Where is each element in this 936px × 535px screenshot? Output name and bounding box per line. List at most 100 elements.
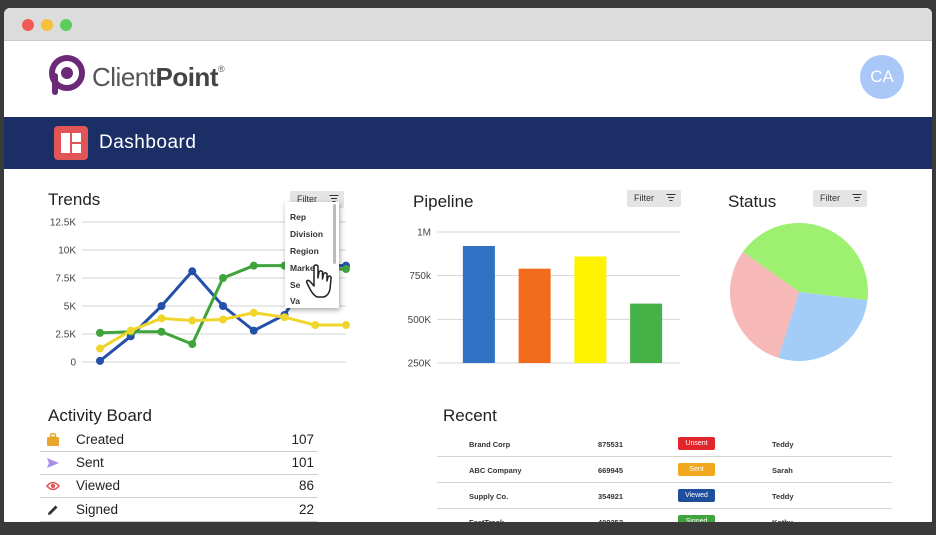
trends-title: Trends	[48, 190, 101, 209]
filter-icon	[852, 194, 861, 202]
pie-slice	[742, 223, 868, 301]
dashboard-grid-icon	[54, 126, 88, 160]
window-frame-bottom	[0, 522, 936, 529]
dropdown-item-market[interactable]: Market	[290, 263, 318, 273]
close-window-button[interactable]	[22, 19, 34, 31]
y-tick-label: 5K	[64, 302, 77, 313]
bar	[462, 245, 495, 363]
briefcase-icon	[47, 433, 59, 446]
clientpoint-logo-icon	[49, 55, 85, 95]
filter-label: Filter	[820, 193, 840, 203]
status-badge: Viewed	[678, 489, 715, 502]
data-point	[157, 302, 166, 310]
recent-row[interactable]: Supply Co. 354921 Viewed Teddy	[437, 483, 892, 509]
y-tick-label: 250K	[408, 359, 432, 370]
dropdown-item-rep[interactable]: Rep	[290, 212, 307, 222]
dropdown-scrollbar[interactable]	[333, 204, 336, 264]
recent-row[interactable]: ABC Company 669945 Sent Sarah	[437, 457, 892, 483]
y-tick-label: 2.5K	[55, 330, 76, 341]
data-point	[249, 308, 258, 317]
recent-row[interactable]: Brand Corp 875531 Unsent Teddy	[437, 431, 892, 457]
activity-row-viewed[interactable]: Viewed 86	[40, 476, 318, 498]
y-tick-label: 12.5K	[50, 218, 76, 229]
app-header: ClientPoint® CA	[4, 41, 932, 117]
recent-owner: Teddy	[772, 492, 794, 501]
recent-company: Brand Corp	[469, 440, 511, 449]
bar	[574, 256, 607, 363]
window-titlebar	[4, 8, 932, 41]
activity-row-created[interactable]: Created 107	[40, 430, 318, 452]
activity-label: Created	[76, 432, 125, 447]
status-badge: Unsent	[678, 437, 715, 450]
dropdown-item-region[interactable]: Region	[290, 246, 319, 256]
y-tick-label: 0	[70, 358, 76, 369]
status-pie-chart	[730, 223, 868, 361]
data-point	[188, 340, 197, 349]
pie-slice	[730, 251, 799, 358]
data-point	[96, 344, 104, 353]
dropdown-item-se[interactable]: Se	[290, 280, 301, 290]
status-filter-button[interactable]: Filter	[813, 190, 867, 207]
eye-icon	[46, 481, 60, 491]
send-icon	[47, 458, 59, 468]
data-point	[280, 313, 289, 322]
bar	[630, 303, 663, 363]
y-tick-label: 7.5K	[55, 274, 76, 285]
data-point	[249, 261, 258, 270]
data-point	[96, 356, 104, 365]
activity-count: 86	[298, 478, 314, 493]
data-point	[96, 328, 104, 337]
activity-count: 22	[298, 502, 314, 517]
page-title: Dashboard	[99, 132, 197, 153]
pipeline-title: Pipeline	[413, 192, 474, 211]
dashboard-navbar: Dashboard	[4, 117, 932, 169]
user-avatar[interactable]: CA	[860, 55, 904, 99]
clientpoint-logo-text: ClientPoint®	[92, 62, 225, 92]
data-point	[157, 327, 166, 336]
activity-row-sent[interactable]: Sent 101	[40, 453, 318, 475]
data-point	[219, 302, 227, 310]
pipeline-filter-button[interactable]: Filter	[627, 190, 681, 207]
bar	[518, 268, 551, 363]
pie-slice	[778, 292, 868, 361]
y-tick-label: 10K	[58, 246, 76, 257]
data-point	[342, 265, 350, 274]
data-point	[188, 267, 197, 276]
recent-owner: Teddy	[772, 440, 794, 449]
status-badge: Sent	[678, 463, 715, 476]
filter-label: Filter	[634, 193, 654, 203]
activity-count: 107	[291, 432, 314, 447]
pen-icon	[48, 505, 58, 515]
data-point	[311, 321, 320, 330]
recent-id: 669945	[598, 466, 624, 475]
data-point	[157, 314, 166, 323]
filter-label: Filter	[297, 194, 317, 204]
y-tick-label: 750k	[409, 271, 432, 282]
recent-id: 354921	[598, 492, 624, 501]
data-point	[219, 315, 227, 324]
y-tick-label: 1M	[417, 228, 431, 239]
status-title: Status	[728, 192, 777, 211]
filter-icon	[329, 195, 338, 203]
data-point	[126, 326, 135, 335]
pipeline-bar-chart: 250K 500K 750k 1M	[408, 228, 680, 370]
activity-board-title: Activity Board	[48, 406, 152, 425]
data-point	[342, 321, 350, 330]
activity-row-signed[interactable]: Signed 22	[40, 500, 318, 522]
activity-label: Signed	[76, 502, 119, 517]
dropdown-item-va[interactable]: Va	[290, 296, 300, 306]
hand-cursor-icon	[305, 264, 332, 298]
data-point	[188, 316, 197, 325]
activity-label: Viewed	[76, 478, 121, 493]
minimize-window-button[interactable]	[41, 19, 53, 31]
dropdown-item-division[interactable]: Division	[290, 229, 324, 239]
maximize-window-button[interactable]	[60, 19, 72, 31]
data-point	[249, 326, 258, 335]
recent-title: Recent	[443, 406, 497, 425]
data-point	[219, 274, 227, 282]
recent-owner: Sarah	[772, 466, 793, 475]
recent-company: ABC Company	[469, 466, 522, 475]
filter-icon	[666, 194, 675, 202]
activity-label: Sent	[76, 455, 104, 470]
recent-id: 875531	[598, 440, 624, 449]
